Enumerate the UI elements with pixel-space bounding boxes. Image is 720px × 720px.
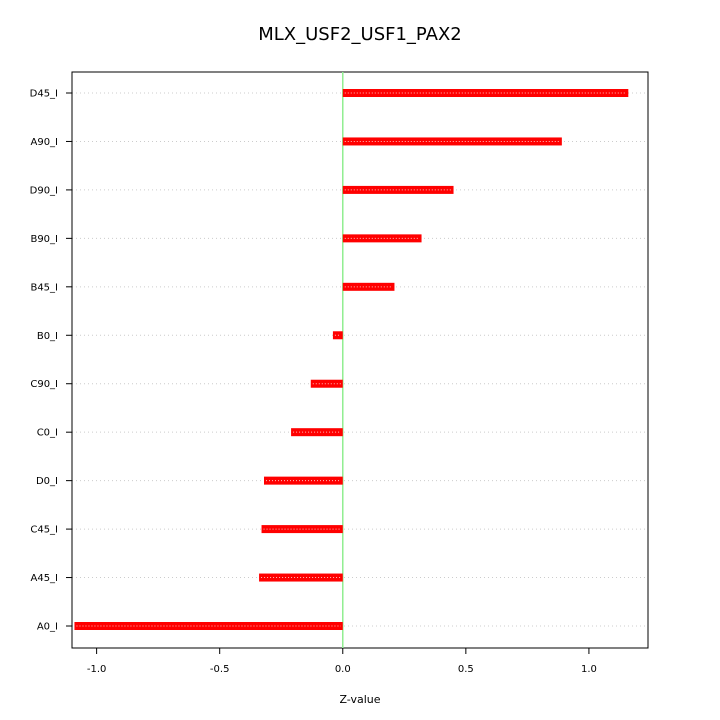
bars [74,89,629,630]
bar [291,428,343,437]
y-tick-label: B45_I [30,282,58,293]
y-tick-label: B0_I [37,331,58,342]
y-tick-label: D90_I [30,185,58,196]
bar [342,137,562,146]
bar [261,525,343,534]
y-tick-label: D0_I [36,476,58,487]
bar [342,89,629,97]
y-tick-label: C90_I [30,379,58,390]
x-tick-label: 0.5 [458,664,474,675]
y-tick-label: D45_I [30,89,58,100]
x-tick-label: 1.0 [581,664,597,675]
bar [332,331,343,340]
plot-frame [71,71,649,649]
y-tick-label: C45_I [30,525,58,536]
y-tick-label: A90_I [30,137,58,148]
x-tick-label: -1.0 [87,664,107,675]
y-tick-label: A45_I [30,573,58,584]
x-axis: -1.0 -0.5 0.0 0.5 1.0 [87,648,597,675]
bar [310,379,343,388]
chart-title: MLX_USF2_USF1_PAX2 [258,24,462,45]
x-axis-label: Z-value [339,693,380,706]
bar [342,185,454,194]
bar [342,234,422,243]
y-tick-label: C0_I [37,428,58,439]
y-tick-label: B90_I [30,234,58,245]
x-tick-label: -0.5 [210,664,230,675]
grid-lines [72,92,648,627]
y-tick-label: A0_I [37,622,58,633]
bar [264,476,343,485]
y-axis: D45_I A90_I D90_I B90_I B45_I B0_I C90_I C0_I D0… [30,89,72,633]
x-tick-label: 0.0 [335,664,351,675]
bar [342,282,395,291]
